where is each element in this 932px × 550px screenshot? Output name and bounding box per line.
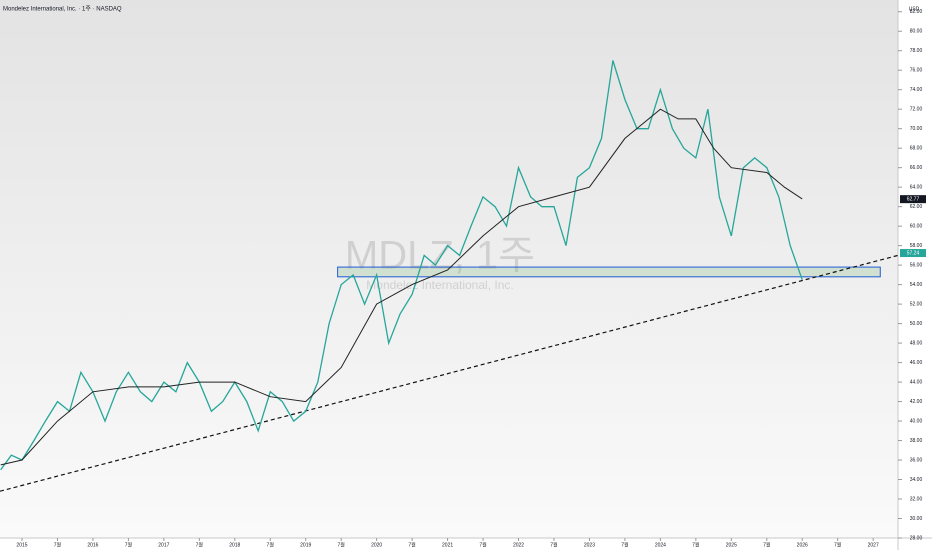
- y-tick-label: 66.00: [910, 165, 923, 171]
- y-tick-label: 60.00: [910, 223, 923, 229]
- y-tick-label: 48.00: [910, 340, 923, 346]
- x-tick-label: 7월: [834, 541, 842, 548]
- x-tick-label: 7월: [408, 541, 416, 548]
- x-tick-label: 7월: [692, 541, 700, 548]
- y-tick-label: 46.00: [910, 360, 923, 366]
- y-tick-label: 32.00: [910, 496, 923, 502]
- y-tick-label: 54.00: [910, 282, 923, 288]
- price-label: 62.77: [907, 196, 920, 202]
- y-tick-label: 64.00: [910, 184, 923, 190]
- x-tick-label: 7월: [267, 541, 275, 548]
- currency: USD: [909, 6, 920, 12]
- x-tick-label: 2023: [584, 542, 595, 548]
- x-tick-label: 7월: [54, 541, 62, 548]
- y-tick-label: 34.00: [910, 477, 923, 483]
- x-tick-label: 2019: [300, 542, 311, 548]
- watermark-sub: Mondelez International, Inc.: [366, 278, 513, 292]
- x-tick-label: 2025: [726, 542, 737, 548]
- x-tick-label: 2022: [513, 542, 524, 548]
- x-tick-label: 2017: [158, 542, 169, 548]
- trendline: [0, 254, 899, 492]
- support-zone: [337, 266, 881, 278]
- x-tick-label: 7월: [479, 541, 487, 548]
- x-tick-label: 2024: [655, 542, 666, 548]
- watermark: MDLZ, 1주: [345, 234, 535, 278]
- x-tick-label: 2027: [868, 542, 879, 548]
- y-tick-label: 74.00: [910, 87, 923, 93]
- price-label: 57.24: [907, 250, 920, 256]
- y-tick-label: 38.00: [910, 438, 923, 444]
- y-tick-label: 72.00: [910, 107, 923, 113]
- x-tick-label: 2016: [87, 542, 98, 548]
- price-label-bg: [900, 195, 926, 204]
- x-tick-label: 7월: [337, 541, 345, 548]
- y-tick-label: 44.00: [910, 379, 923, 385]
- y-tick-label: 62.00: [910, 204, 923, 210]
- y-tick-label: 68.00: [910, 146, 923, 152]
- x-tick-label: 2020: [371, 542, 382, 548]
- chart-title: Mondelez International, Inc. · 1주 · NASD…: [3, 6, 122, 13]
- y-tick-label: 56.00: [910, 262, 923, 268]
- x-tick-label: 7월: [550, 541, 558, 548]
- y-tick-label: 76.00: [910, 68, 923, 74]
- y-tick-label: 70.00: [910, 126, 923, 132]
- y-tick-label: 78.00: [910, 48, 923, 54]
- x-tick-label: 2018: [229, 542, 240, 548]
- x-tick-label: 7월: [621, 541, 629, 548]
- y-tick-label: 28.00: [910, 535, 923, 541]
- price-line: [0, 108, 803, 466]
- x-tick-label: 2015: [16, 542, 27, 548]
- price-label-bg: [900, 249, 926, 258]
- x-tick-label: 7월: [125, 541, 133, 548]
- y-tick-label: 40.00: [910, 418, 923, 424]
- y-tick-label: 30.00: [910, 516, 923, 522]
- x-tick-label: 7월: [763, 541, 771, 548]
- y-tick-label: 36.00: [910, 457, 923, 463]
- y-tick-label: 52.00: [910, 301, 923, 307]
- y-tick-label: 50.00: [910, 321, 923, 327]
- x-tick-label: 2021: [442, 542, 453, 548]
- y-tick-label: 82.00: [910, 9, 923, 15]
- x-tick-label: 2026: [797, 542, 808, 548]
- x-tick-label: 7월: [196, 541, 204, 548]
- y-tick-label: 58.00: [910, 243, 923, 249]
- y-tick-label: 80.00: [910, 29, 923, 35]
- y-tick-label: 42.00: [910, 399, 923, 405]
- price-line: [0, 60, 803, 471]
